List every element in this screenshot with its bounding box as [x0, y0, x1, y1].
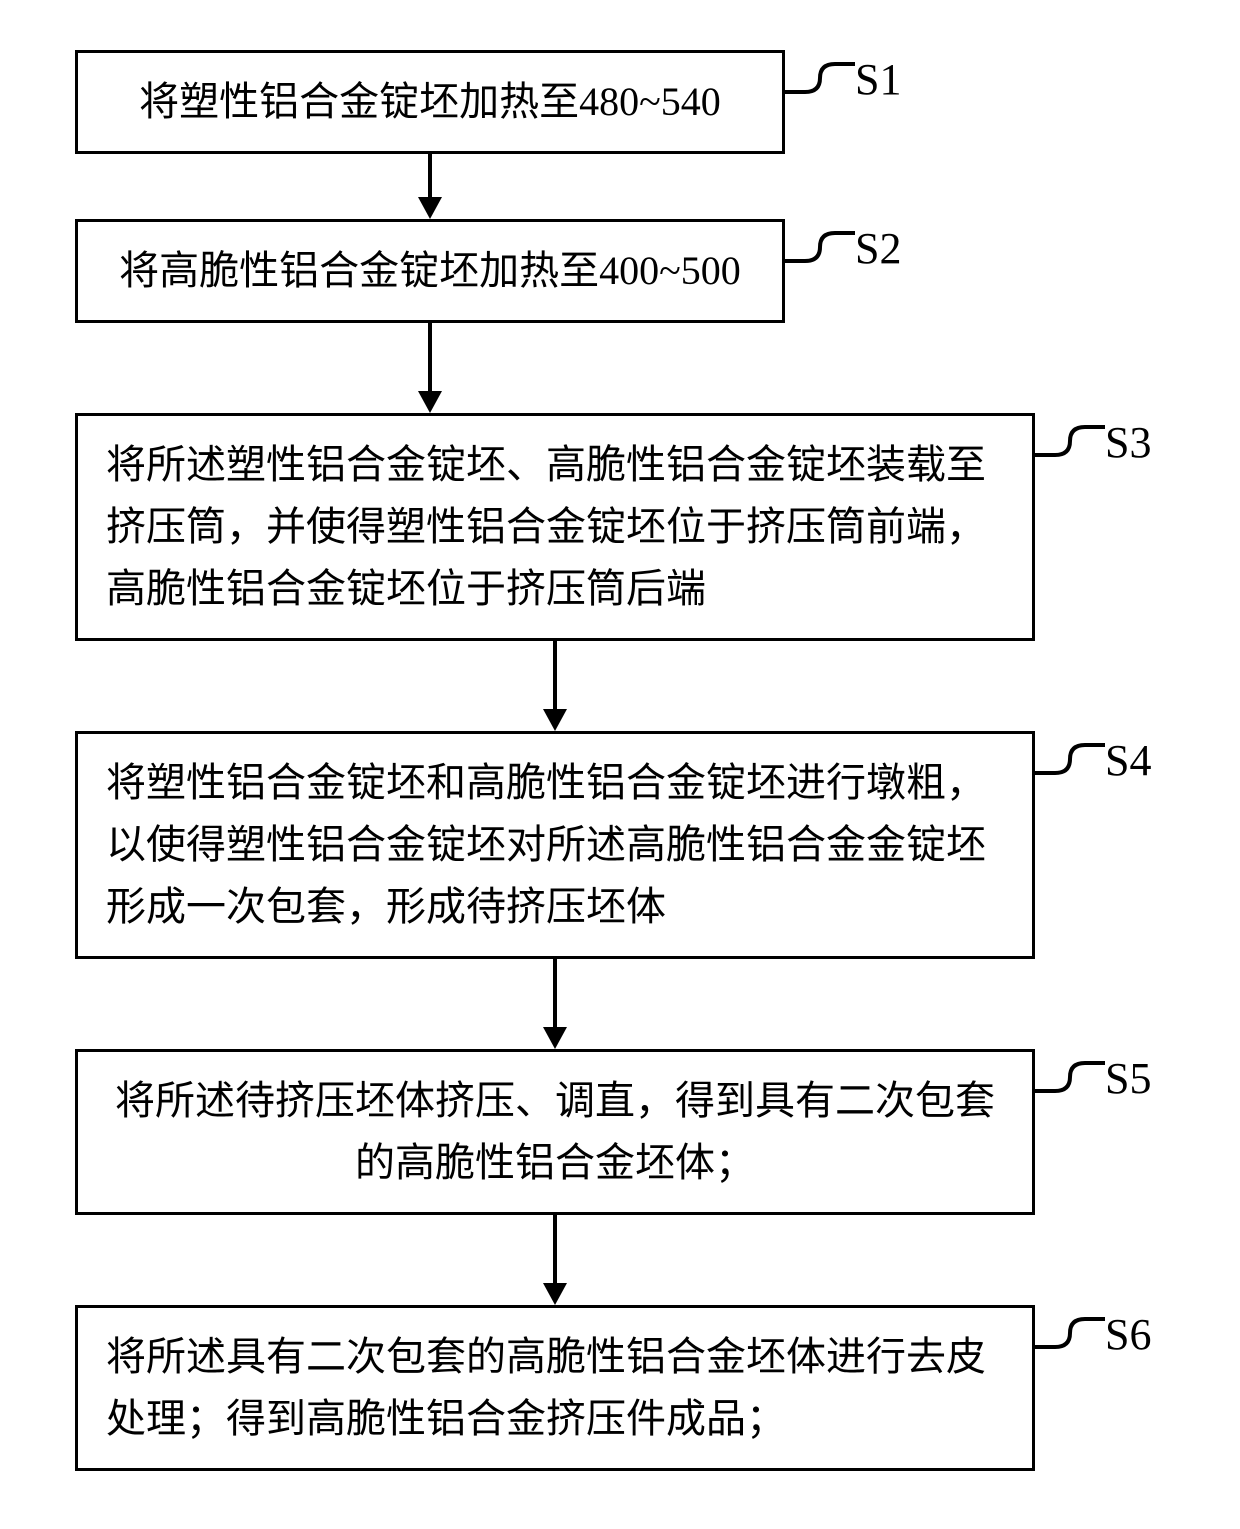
arrow-down-icon	[410, 323, 450, 413]
step-row-s2: 将高脆性铝合金锭坯加热至400~500 S2	[75, 219, 1165, 323]
arrow-after-s5	[75, 1215, 1035, 1305]
step-label-s4: S4	[1105, 735, 1151, 786]
step-box-s2: 将高脆性铝合金锭坯加热至400~500	[75, 219, 785, 323]
step-row-s1: 将塑性铝合金锭坯加热至480~540 S1	[75, 50, 1165, 154]
bracket-icon	[1035, 725, 1105, 795]
step-label-group-s4: S4	[1035, 725, 1151, 795]
bracket-icon	[785, 44, 855, 114]
step-label-s3: S3	[1105, 417, 1151, 468]
step-box-s4: 将塑性铝合金锭坯和高脆性铝合金锭坯进行墩粗，以使得塑性铝合金锭坯对所述高脆性铝合…	[75, 731, 1035, 959]
step-row-s5: 将所述待挤压坯体挤压、调直，得到具有二次包套的高脆性铝合金坯体； S5	[75, 1049, 1165, 1215]
arrow-down-icon	[535, 959, 575, 1049]
step-box-s5: 将所述待挤压坯体挤压、调直，得到具有二次包套的高脆性铝合金坯体；	[75, 1049, 1035, 1215]
step-label-s6: S6	[1105, 1309, 1151, 1360]
step-box-s3: 将所述塑性铝合金锭坯、高脆性铝合金锭坯装载至挤压筒，并使得塑性铝合金锭坯位于挤压…	[75, 413, 1035, 641]
step-label-s2: S2	[855, 223, 901, 274]
bracket-icon	[1035, 1043, 1105, 1113]
step-label-group-s6: S6	[1035, 1299, 1151, 1369]
step-box-s1: 将塑性铝合金锭坯加热至480~540	[75, 50, 785, 154]
step-label-s5: S5	[1105, 1053, 1151, 1104]
step-box-s6: 将所述具有二次包套的高脆性铝合金坯体进行去皮处理；得到高脆性铝合金挤压件成品；	[75, 1305, 1035, 1471]
step-row-s6: 将所述具有二次包套的高脆性铝合金坯体进行去皮处理；得到高脆性铝合金挤压件成品； S…	[75, 1305, 1165, 1471]
step-label-group-s2: S2	[785, 213, 901, 283]
step-row-s4: 将塑性铝合金锭坯和高脆性铝合金锭坯进行墩粗，以使得塑性铝合金锭坯对所述高脆性铝合…	[75, 731, 1165, 959]
step-label-group-s1: S1	[785, 44, 901, 114]
flowchart-container: 将塑性铝合金锭坯加热至480~540 S1 将高脆性铝合金锭坯加热至400~500 S…	[75, 50, 1165, 1471]
bracket-icon	[1035, 407, 1105, 477]
bracket-icon	[1035, 1299, 1105, 1369]
arrow-down-icon	[410, 154, 450, 219]
step-label-s1: S1	[855, 54, 901, 105]
arrow-after-s1	[75, 154, 785, 219]
arrow-down-icon	[535, 641, 575, 731]
arrow-after-s3	[75, 641, 1035, 731]
bracket-icon	[785, 213, 855, 283]
arrow-after-s2	[75, 323, 785, 413]
arrow-down-icon	[535, 1215, 575, 1305]
step-row-s3: 将所述塑性铝合金锭坯、高脆性铝合金锭坯装载至挤压筒，并使得塑性铝合金锭坯位于挤压…	[75, 413, 1165, 641]
step-label-group-s5: S5	[1035, 1043, 1151, 1113]
arrow-after-s4	[75, 959, 1035, 1049]
step-label-group-s3: S3	[1035, 407, 1151, 477]
